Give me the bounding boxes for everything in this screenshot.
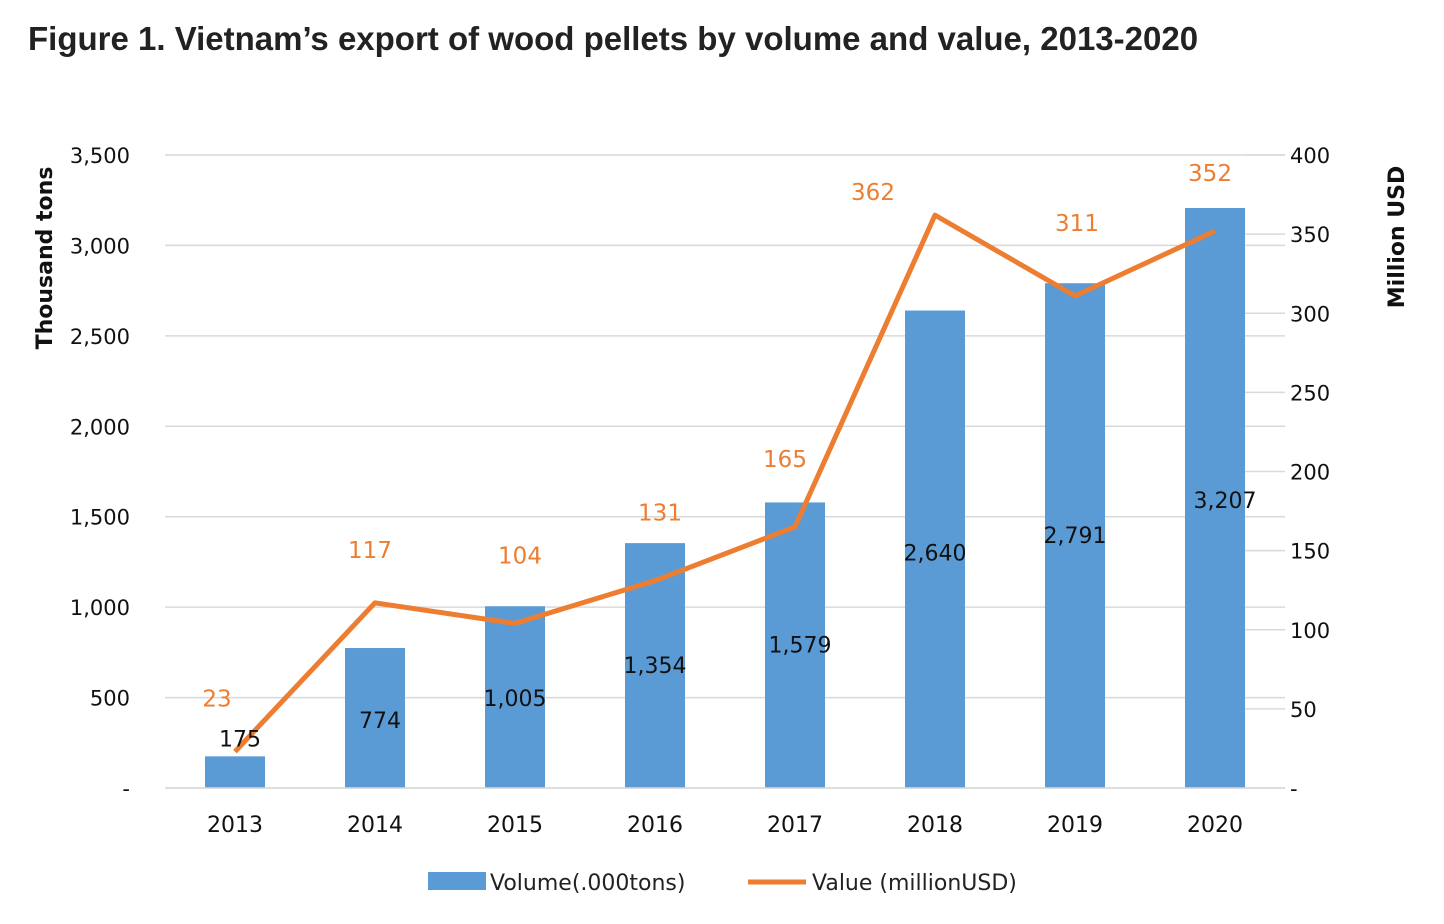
x-tick-label: 2020: [1187, 813, 1243, 838]
x-tick-label: 2015: [487, 813, 543, 838]
value-data-label: 23: [202, 687, 231, 713]
y-right-tick-label: 200: [1290, 461, 1330, 485]
bar-2020: [1185, 207, 1245, 788]
y-left-tick-label: 2,000: [70, 415, 130, 439]
bar-2017: [765, 502, 825, 788]
y-left-tick-label: -: [122, 777, 130, 801]
value-data-label: 311: [1055, 211, 1099, 237]
y-left-axis-label: Thousand tons: [33, 167, 58, 350]
value-data-label: 165: [763, 447, 807, 473]
chart-title: Figure 1. Vietnam’s export of wood pelle…: [28, 20, 1199, 57]
bar-2018: [905, 310, 965, 788]
x-tick-label: 2013: [207, 813, 263, 838]
y-left-tick-label: 500: [90, 687, 130, 711]
y-right-tick-label: 250: [1290, 381, 1330, 405]
bar-2014: [345, 648, 405, 788]
y-right-tick-label: -: [1290, 777, 1298, 801]
y-right-axis-label: Million USD: [1385, 166, 1410, 308]
bar-2013: [205, 756, 265, 788]
y-left-tick-label: 1,500: [70, 506, 130, 530]
volume-data-label: 1,354: [624, 654, 687, 679]
value-data-label: 362: [851, 180, 895, 206]
y-right-tick-label: 50: [1290, 698, 1317, 722]
volume-data-label: 774: [359, 709, 401, 734]
y-left-tick-label: 3,500: [70, 144, 130, 168]
y-left-tick-label: 1,000: [70, 596, 130, 620]
volume-data-label: 3,207: [1194, 489, 1257, 514]
x-tick-label: 2017: [767, 813, 823, 838]
volume-data-label: 2,640: [904, 542, 967, 567]
y-right-tick-label: 100: [1290, 619, 1330, 643]
x-tick-label: 2016: [627, 813, 683, 838]
volume-data-label: 175: [219, 727, 261, 752]
value-line: [233, 212, 1217, 754]
x-tick-label: 2014: [347, 813, 403, 838]
legend-volume-swatch: [428, 872, 486, 890]
value-data-label: 352: [1188, 161, 1232, 187]
value-data-label: 131: [638, 501, 682, 527]
y-right-tick-label: 350: [1290, 223, 1330, 247]
bar-2019: [1045, 283, 1105, 788]
volume-data-label: 1,005: [484, 687, 547, 712]
y-right-tick-label: 150: [1290, 540, 1330, 564]
bar-2016: [625, 543, 685, 788]
x-tick-label: 2018: [907, 813, 963, 838]
y-right-tick-label: 400: [1290, 144, 1330, 168]
value-data-label: 104: [498, 543, 542, 569]
bar-2015: [485, 606, 545, 788]
y-right-tick-label: 300: [1290, 302, 1330, 326]
x-tick-label: 2019: [1047, 813, 1103, 838]
volume-data-label: 1,579: [769, 633, 832, 658]
y-left-tick-label: 3,000: [70, 234, 130, 258]
legend-volume-label: Volume(.000tons): [490, 871, 685, 896]
volume-data-label: 2,791: [1044, 524, 1107, 549]
value-data-label: 117: [348, 538, 392, 564]
y-left-tick-label: 2,500: [70, 325, 130, 349]
legend-value-label: Value (millionUSD): [812, 871, 1017, 896]
